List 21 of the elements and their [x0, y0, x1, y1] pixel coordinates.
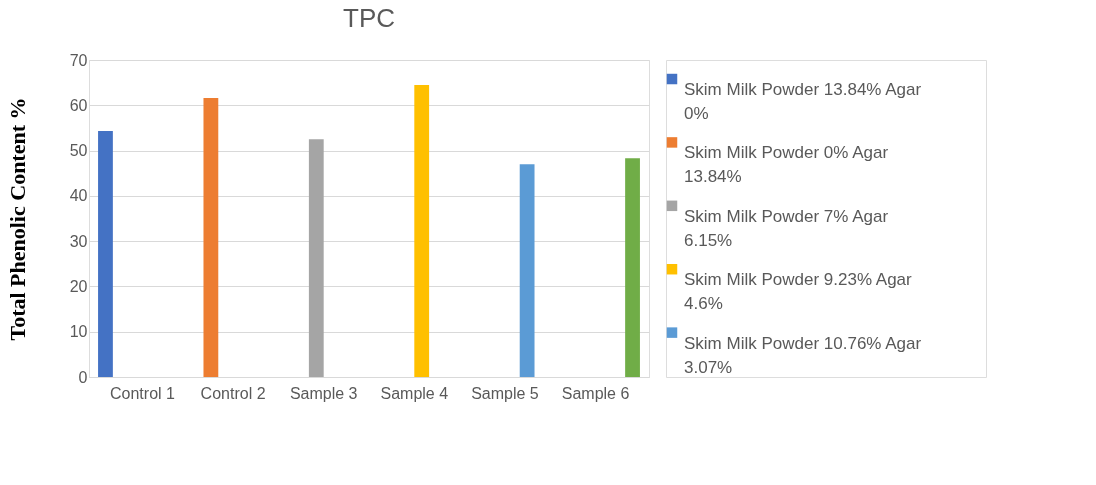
x-tick-label: Control 2: [200, 384, 266, 402]
legend-label: Skim Milk Powder 10.76% Agar 3.07%: [684, 333, 922, 377]
y-tick-label: 60: [69, 96, 88, 114]
y-axis-title: Total Phenolic Content %: [4, 97, 30, 341]
y-tick-label: 20: [69, 277, 88, 295]
x-tick-label: Sample 3: [289, 384, 358, 402]
legend-label: Skim Milk Powder 0% Agar 13.84%: [684, 143, 889, 187]
legend-label: Skim Milk Powder 7% Agar 6.15%: [684, 206, 889, 250]
y-tick-label: 50: [69, 142, 88, 160]
legend-label: Skim Milk Powder 9.23% Agar 4.6%: [684, 270, 913, 314]
y-tick-label: 30: [69, 232, 88, 250]
chart-title: TPC: [343, 3, 395, 33]
legend-label: Skim Milk Powder 13.84% Agar 0%: [684, 80, 922, 124]
y-tick-label: 70: [69, 51, 88, 69]
x-tick-label: Sample 5: [471, 384, 539, 402]
y-tick-label: 10: [69, 323, 88, 341]
x-tick-label: Sample 4: [380, 384, 449, 402]
x-tick-label: Control 1: [110, 384, 176, 402]
y-tick-label: 40: [69, 187, 88, 205]
x-tick-label: Sample 6: [561, 384, 630, 402]
y-tick-label: 0: [78, 368, 88, 386]
